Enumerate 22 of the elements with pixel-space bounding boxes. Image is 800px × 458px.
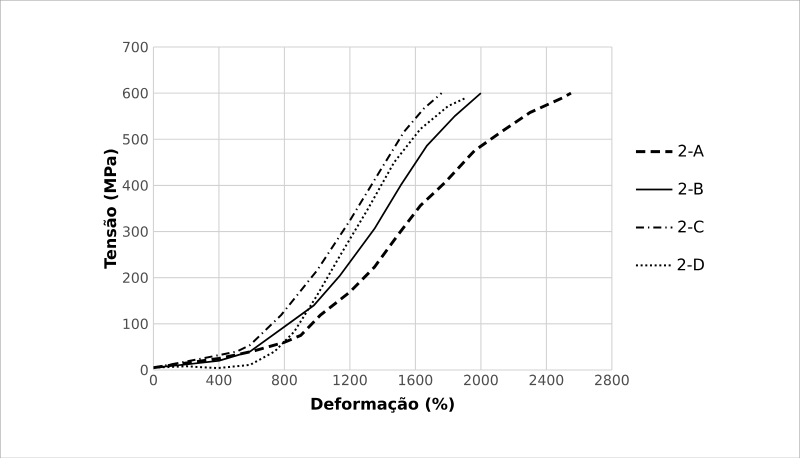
y-tick-label: 100	[123, 318, 148, 329]
y-tick-label: 500	[123, 134, 148, 144]
legend-label: 2-B	[678, 182, 703, 194]
x-tick-label: 1200	[334, 374, 367, 386]
y-tick-label: 400	[122, 180, 148, 191]
x-axis-title: Deformação (%)	[312, 396, 454, 413]
y-tick-label: 700	[123, 42, 148, 52]
y-tick-label: 300	[123, 226, 148, 237]
y-tick-label: 0	[140, 364, 148, 376]
x-tick-label: 800	[272, 374, 297, 386]
y-axis-title: Tensão (MPa)	[104, 149, 118, 269]
x-tick-label: 2000	[464, 374, 498, 386]
x-tick-label: 1600	[399, 374, 432, 386]
x-tick-label: 2800	[595, 374, 629, 386]
legend-label: 2-D	[678, 258, 704, 270]
y-tick-label: 200	[122, 272, 148, 283]
x-tick-label: 2400	[530, 374, 564, 386]
legend-label: 2-A	[678, 144, 704, 156]
x-tick-label: 0	[150, 374, 157, 386]
x-tick-label: 400	[206, 374, 232, 386]
y-tick-label: 600	[122, 88, 148, 98]
legend-label: 2-C	[678, 220, 704, 232]
